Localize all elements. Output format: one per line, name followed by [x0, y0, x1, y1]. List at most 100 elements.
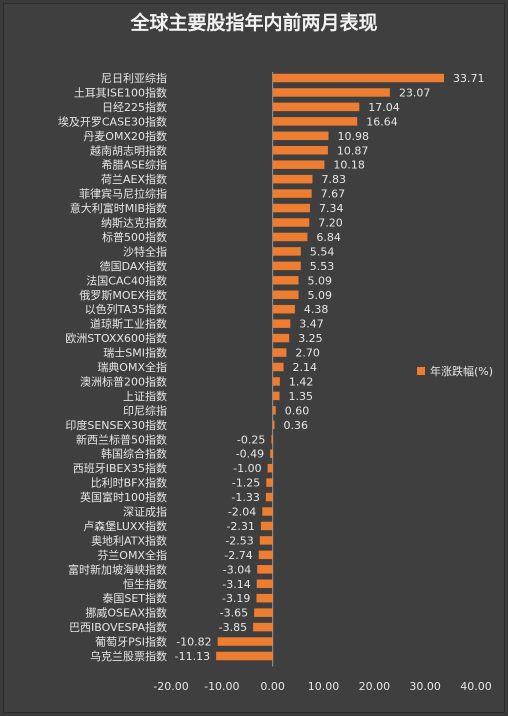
data-label: 5.53	[310, 260, 335, 273]
category-label: 韩国综合指数	[101, 447, 167, 461]
bar-26	[270, 449, 273, 458]
data-label: 2.14	[293, 361, 318, 374]
bar-25	[271, 435, 273, 444]
category-label: 奥地利ATX指数	[91, 533, 167, 547]
category-label: 巴西IBOVESPA指数	[69, 620, 167, 634]
bar-16	[272, 304, 295, 314]
data-label: -2.04	[228, 506, 256, 519]
data-label: -3.65	[220, 607, 248, 620]
category-label: 沙特全指	[123, 244, 167, 258]
bar-37	[254, 608, 273, 617]
bar-32	[259, 536, 273, 545]
category-label: 希腊ASE综指	[102, 158, 167, 172]
bar-39	[217, 637, 273, 646]
bar-9	[272, 203, 310, 213]
category-label: 西班牙IBEX35指数	[73, 461, 167, 475]
chart-frame	[3, 3, 505, 713]
bar-24	[272, 420, 275, 430]
bar-40	[216, 651, 273, 661]
category-label: 土耳其ISE100指数	[74, 85, 167, 99]
category-label: 富时新加坡海峡指数	[68, 562, 167, 576]
bar-6	[272, 160, 325, 169]
category-label: 欧洲STOXX600指数	[65, 331, 167, 345]
data-label: 7.34	[319, 202, 344, 215]
data-label: 2.70	[295, 347, 320, 360]
bar-12	[272, 247, 301, 256]
data-label: -11.13	[175, 650, 210, 663]
category-label: 上证指数	[123, 389, 167, 403]
category-label: 法国CAC40指数	[86, 273, 167, 287]
bar-1	[272, 88, 390, 97]
data-label: 17.04	[368, 101, 400, 114]
category-label: 印尼综指	[123, 403, 167, 417]
data-label: 33.71	[453, 72, 485, 85]
data-label: 7.20	[318, 217, 343, 230]
data-label: -1.33	[231, 491, 259, 504]
bar-33	[258, 550, 273, 560]
bar-0	[272, 73, 445, 83]
bar-17	[272, 319, 291, 328]
data-label: -0.25	[237, 433, 265, 446]
category-label: 印度SENSEX30指数	[65, 418, 167, 432]
bar-3	[272, 117, 358, 126]
data-label: -3.14	[222, 578, 250, 591]
data-label: 5.54	[310, 245, 335, 258]
data-label: 10.87	[337, 144, 369, 157]
category-label: 英国富时100指数	[80, 490, 167, 504]
data-label: 10.18	[333, 159, 365, 172]
x-tick-label: 0.00	[260, 680, 285, 693]
bar-36	[256, 593, 273, 603]
bar-2	[272, 102, 360, 112]
legend-label: 年涨跌幅(%)	[430, 364, 493, 378]
bar-15	[272, 290, 299, 299]
bar-21	[272, 377, 280, 386]
data-label: 3.47	[299, 318, 324, 331]
category-label: 意大利富时MIB指数	[70, 201, 167, 215]
x-tick-label: -10.00	[204, 680, 239, 693]
data-label: 1.42	[289, 375, 314, 388]
category-label: 瑞士SMI指数	[103, 346, 167, 360]
bar-19	[272, 348, 287, 357]
x-tick-label: 40.00	[460, 680, 492, 693]
category-label: 纳斯达克指数	[101, 216, 167, 230]
data-label: -0.49	[236, 448, 264, 461]
category-label: 卢森堡LUXX指数	[83, 519, 167, 533]
data-label: -2.31	[226, 520, 254, 533]
category-label: 深证成指	[123, 505, 167, 519]
data-label: 0.60	[285, 404, 310, 417]
data-label: -3.19	[222, 592, 250, 605]
data-label: 5.09	[308, 289, 333, 302]
bar-28	[266, 478, 273, 487]
data-label: 7.67	[321, 188, 346, 201]
bar-29	[265, 492, 273, 502]
category-label: 越南胡志明指数	[90, 143, 167, 157]
category-label: 芬兰OMX全指	[97, 548, 167, 562]
category-label: 日经225指数	[102, 100, 167, 114]
bar-8	[272, 189, 312, 198]
category-label: 比利时BFX指数	[91, 476, 167, 490]
data-label: -1.25	[232, 477, 260, 490]
bar-30	[262, 507, 273, 516]
category-label: 丹麦OMX20指数	[83, 129, 167, 143]
category-label: 以色列TA35指数	[85, 302, 167, 316]
data-label: 7.83	[321, 173, 346, 186]
category-label: 葡萄牙PSI指数	[95, 635, 167, 649]
bar-23	[272, 406, 276, 415]
data-label: 23.07	[399, 86, 431, 99]
data-label: -10.82	[176, 636, 211, 649]
x-tick-label: 30.00	[409, 680, 441, 693]
bar-13	[272, 261, 301, 271]
legend-swatch	[417, 367, 425, 375]
bar-18	[272, 333, 290, 343]
category-label: 瑞典OMX全指	[97, 360, 167, 374]
bar-27	[267, 463, 273, 473]
category-label: 泰国SET指数	[102, 591, 167, 605]
x-tick-label: 20.00	[359, 680, 391, 693]
bar-11	[272, 232, 308, 242]
bar-4	[272, 131, 329, 141]
bar-14	[272, 276, 299, 285]
data-label: 6.84	[316, 231, 341, 244]
category-label: 标普500指数	[102, 230, 167, 244]
data-label: 16.64	[366, 115, 398, 128]
